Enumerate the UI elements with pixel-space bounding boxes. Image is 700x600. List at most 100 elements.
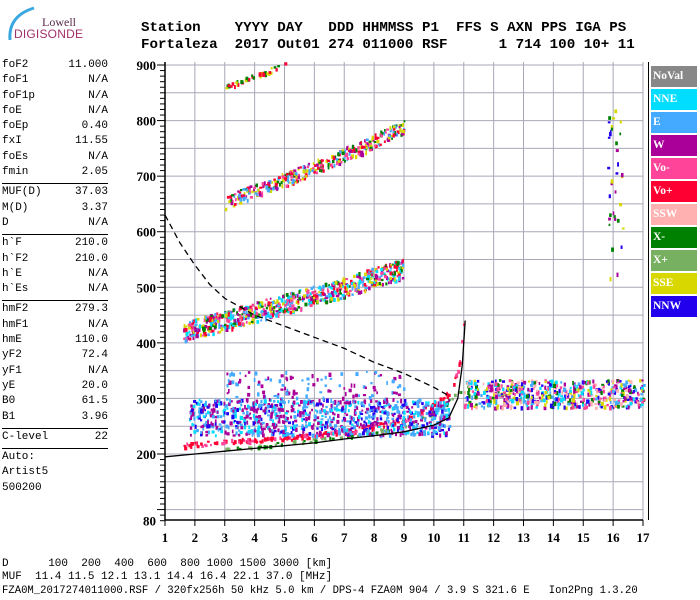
echo-point-o-trace xyxy=(301,437,304,441)
echo-point-third-hop xyxy=(224,207,228,212)
legend-item-xplus: X+ xyxy=(651,250,697,271)
echo-point-spread-f xyxy=(217,428,220,432)
echo-point-high-freq-spread xyxy=(608,397,611,401)
x-tick-label: 4 xyxy=(251,530,258,545)
echo-point-spread-f xyxy=(375,400,378,403)
echo-point-second-hop xyxy=(344,286,347,289)
echo-point-spread-f xyxy=(417,411,419,414)
echo-point-vertical-echoes xyxy=(619,132,622,136)
echo-point-spread-f xyxy=(321,423,324,426)
echo-point-spread-f xyxy=(246,400,249,404)
echo-point-spread-f-upper xyxy=(343,387,346,390)
echo-point-high-freq-spread xyxy=(587,392,590,397)
echo-point-second-hop xyxy=(254,310,256,315)
echo-point-fourth-hop xyxy=(270,67,273,70)
echo-point-second-hop xyxy=(264,312,268,315)
echo-point-second-hop xyxy=(345,287,348,291)
echo-point-second-hop xyxy=(323,292,326,296)
echo-point-spread-f xyxy=(390,412,394,415)
echo-point-third-hop xyxy=(396,132,399,137)
echo-point-spread-f-upper xyxy=(291,396,294,399)
echo-point-high-freq-spread xyxy=(568,388,572,392)
echo-point-spread-f xyxy=(292,424,296,429)
echo-point-spread-f xyxy=(442,424,445,428)
echo-point-second-hop xyxy=(268,304,271,308)
echo-point-spread-f xyxy=(397,410,401,414)
echo-point-high-freq-spread xyxy=(506,399,510,403)
echo-point-o-trace xyxy=(335,432,338,437)
echo-point-o-trace xyxy=(254,438,257,443)
echo-point-second-hop xyxy=(298,290,301,294)
echo-point-third-hop xyxy=(357,152,361,156)
echo-point-spread-f-upper xyxy=(262,390,266,395)
echo-point-third-hop xyxy=(376,139,380,144)
echo-point-high-freq-spread xyxy=(467,382,470,385)
echo-point-spread-f xyxy=(368,414,371,419)
echo-point-fourth-hop xyxy=(235,81,238,85)
echo-point-spread-f xyxy=(349,420,352,425)
echo-point-fourth-hop xyxy=(240,80,244,84)
legend-item-voplus: Vo+ xyxy=(651,181,697,202)
echo-point-third-hop xyxy=(261,191,264,195)
echo-point-spread-f xyxy=(384,420,388,425)
echo-point-high-freq-spread xyxy=(483,406,486,410)
echo-point-second-hop xyxy=(346,291,350,295)
echo-point-high-freq-spread xyxy=(487,385,490,390)
echo-point-spread-f xyxy=(293,415,297,419)
param-label: B1 xyxy=(2,410,16,423)
echo-point-second-hop xyxy=(315,294,319,298)
echo-point-spread-f xyxy=(261,421,265,425)
echo-point-high-freq-spread xyxy=(547,381,551,384)
echo-point-second-hop xyxy=(341,293,345,297)
echo-point-third-hop xyxy=(369,145,373,149)
echo-point-second-hop xyxy=(343,290,347,293)
echo-point-second-hop xyxy=(375,268,378,272)
echo-point-high-freq-spread xyxy=(517,385,521,390)
echo-point-high-freq-spread xyxy=(521,392,524,396)
echo-point-high-freq-spread xyxy=(553,398,556,401)
echo-point-second-hop xyxy=(389,267,393,270)
echo-point-spread-f xyxy=(357,416,360,422)
echo-point-spread-f-upper xyxy=(254,371,258,376)
echo-point-fourth-hop xyxy=(268,71,272,75)
echo-point-o-trace xyxy=(255,439,258,444)
param-label: h`E xyxy=(2,267,22,280)
curve-electron-density-profile xyxy=(164,214,450,397)
echo-point-high-freq-spread xyxy=(627,385,630,389)
echo-point-o-trace xyxy=(283,436,287,441)
echo-point-o-trace xyxy=(289,436,292,440)
echo-point-third-hop xyxy=(392,126,396,131)
echo-point-o-trace xyxy=(361,426,365,430)
echo-point-spread-f xyxy=(329,423,332,427)
echo-point-spread-f xyxy=(377,425,381,428)
echo-point-spread-f xyxy=(422,405,426,410)
echo-point-vertical-echoes xyxy=(617,162,620,167)
echo-point-spread-f xyxy=(194,424,197,429)
echo-point-spread-f xyxy=(224,430,227,435)
echo-point-second-hop xyxy=(232,314,235,318)
param-label: fmin xyxy=(2,166,29,179)
echo-point-second-hop xyxy=(249,305,252,309)
echo-point-high-freq-spread xyxy=(499,385,502,389)
param-value: N/A xyxy=(88,318,108,331)
echo-point-high-freq-spread xyxy=(526,406,530,411)
echo-point-third-hop xyxy=(396,130,400,135)
echo-point-spread-f-upper xyxy=(267,376,270,381)
echo-point-third-hop xyxy=(387,136,391,140)
echo-point-high-freq-spread xyxy=(592,384,596,389)
echo-point-spread-f xyxy=(329,408,332,412)
echo-point-third-hop xyxy=(295,175,299,179)
echo-point-spread-f xyxy=(439,404,442,408)
echo-point-spread-f-upper xyxy=(391,390,394,395)
echo-point-spread-f xyxy=(197,415,201,420)
echo-point-spread-f xyxy=(288,432,292,436)
echo-point-third-hop xyxy=(249,185,253,189)
echo-point-spread-f xyxy=(318,399,321,404)
legend-item-noval: NoVal xyxy=(651,66,697,87)
x-tick-label: 3 xyxy=(222,530,229,545)
echo-point-o-trace xyxy=(443,396,446,400)
echo-point-high-freq-spread xyxy=(578,405,581,409)
echo-point-spread-f xyxy=(444,416,447,420)
echo-point-second-hop xyxy=(359,275,361,280)
echo-point-high-freq-spread xyxy=(565,406,568,411)
